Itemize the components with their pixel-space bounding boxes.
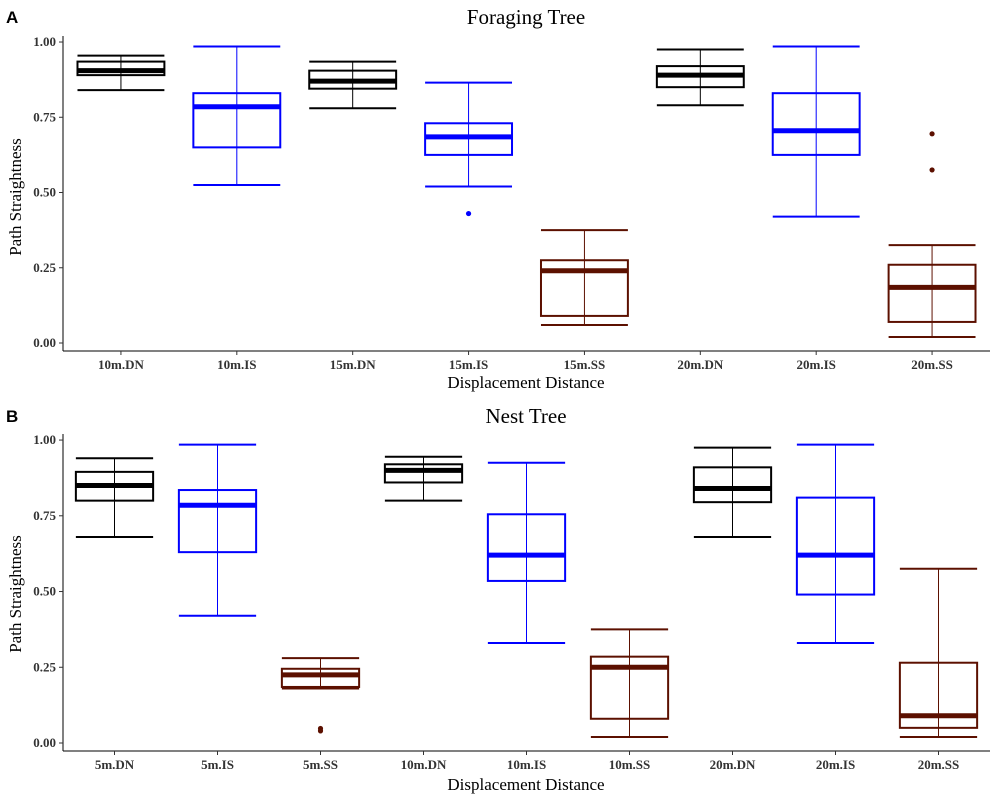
x-tick-label: 20m.IS: [797, 357, 836, 372]
x-tick-label: 10m.IS: [507, 757, 546, 772]
x-tick-label: 5m.DN: [95, 757, 135, 772]
y-tick-label: 0.25: [33, 659, 56, 674]
box-20m-ss: [898, 567, 979, 738]
box-series-a: [76, 45, 977, 338]
chart-title-a: Foraging Tree: [467, 5, 585, 29]
x-tick-label: 5m.SS: [303, 757, 338, 772]
x-axis-title-a: Displacement Distance: [447, 373, 604, 392]
x-tick-label: 15m.DN: [330, 357, 376, 372]
box-iqr: [795, 496, 876, 596]
outlier-point: [465, 210, 472, 217]
box-10m-ss: [589, 628, 670, 738]
y-tick-label: 0.75: [33, 109, 56, 124]
y-tick-label: 0.75: [33, 508, 56, 523]
panel-letter-a: A: [6, 8, 18, 27]
x-tick-label: 20m.SS: [918, 757, 960, 772]
box-5m-dn: [74, 457, 155, 538]
box-iqr: [486, 513, 567, 582]
box-20m-is: [795, 443, 876, 645]
x-tick-label: 20m.IS: [816, 757, 855, 772]
y-tick-label: 0.00: [33, 735, 56, 750]
x-axis-b: 5m.DN 5m.IS 5m.SS 10m.DN 10m.IS 10m.SS 20m.DN 2…: [63, 750, 990, 772]
box-iqr: [280, 667, 361, 688]
box-series-b: [74, 443, 979, 738]
box-10m-is: [192, 45, 282, 186]
y-axis-a: 0.00 0.25 0.50 0.75 1.00: [33, 34, 64, 351]
outlier-point: [929, 167, 935, 173]
outlier-point: [317, 725, 324, 732]
outlier-point: [929, 131, 935, 137]
box-20m-dn: [692, 446, 773, 538]
y-axis-title-b: Path Straightness: [6, 535, 25, 653]
y-axis-b: 0.00 0.25 0.50 0.75 1.00: [33, 432, 64, 751]
box-20m-is: [771, 45, 861, 218]
x-tick-label: 20m.DN: [677, 357, 723, 372]
y-tick-label: 0.50: [33, 185, 56, 200]
y-tick-label: 1.00: [33, 432, 56, 447]
box-iqr: [692, 466, 773, 504]
x-tick-label: 20m.DN: [710, 757, 756, 772]
x-tick-label: 15m.SS: [564, 357, 606, 372]
x-tick-label: 15m.IS: [449, 357, 488, 372]
x-axis-a: 10m.DN 10m.IS 15m.DN 15m.IS 15m.SS 20m.DN 20m.…: [63, 350, 990, 372]
x-tick-label: 20m.SS: [911, 357, 953, 372]
box-iqr: [192, 92, 282, 149]
panel-letter-b: B: [6, 407, 18, 426]
x-tick-label: 10m.DN: [401, 757, 447, 772]
y-axis-title-a: Path Straightness: [6, 138, 25, 256]
box-iqr: [589, 655, 670, 720]
y-tick-label: 1.00: [33, 34, 56, 49]
x-tick-label: 5m.IS: [201, 757, 234, 772]
panel-b: B Nest Tree Displacement Distance Path S…: [6, 404, 990, 794]
x-axis-title-b: Displacement Distance: [447, 775, 604, 794]
x-tick-label: 10m.SS: [609, 757, 651, 772]
box-iqr: [383, 463, 464, 484]
box-10m-dn: [383, 455, 464, 502]
box-20m-dn: [655, 48, 745, 107]
x-tick-label: 10m.IS: [217, 357, 256, 372]
x-tick-label: 10m.DN: [98, 357, 144, 372]
panel-a: A Foraging Tree Displacement Distance Pa…: [6, 5, 990, 392]
chart-title-b: Nest Tree: [485, 404, 566, 428]
box-15m-is: [424, 81, 514, 217]
box-15m-ss: [539, 229, 629, 326]
box-15m-dn: [308, 60, 398, 110]
box-iqr: [539, 259, 629, 317]
box-iqr: [771, 92, 861, 156]
box-iqr: [177, 489, 258, 554]
box-10m-is: [486, 461, 567, 645]
box-iqr: [887, 263, 977, 323]
box-10m-dn: [76, 54, 166, 92]
y-tick-label: 0.25: [33, 260, 56, 275]
box-5m-is: [177, 443, 258, 617]
box-5m-ss: [280, 657, 361, 734]
box-iqr: [898, 661, 979, 729]
y-tick-label: 0.00: [33, 335, 56, 350]
y-tick-label: 0.50: [33, 584, 56, 599]
box-20m-ss: [887, 131, 977, 338]
